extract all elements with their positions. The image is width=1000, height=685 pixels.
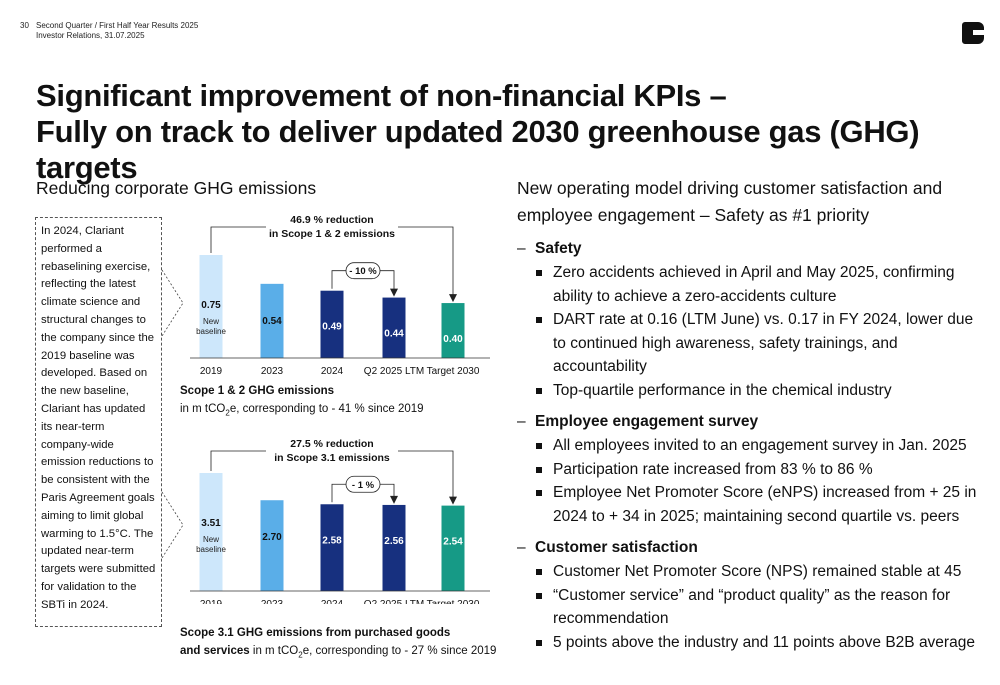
baseline-note-line1: New: [203, 317, 219, 326]
list-item: All employees invited to an engagement s…: [517, 434, 987, 458]
callout-pointer-lower: [161, 491, 184, 559]
page-title: Significant improvement of non-financial…: [36, 78, 1000, 186]
section-employee-engagement: – Employee engagement survey All employee…: [517, 410, 987, 528]
x-tick-label: 2019: [200, 366, 223, 377]
section-customer-satisfaction: – Customer satisfaction Customer Net Prom…: [517, 536, 987, 654]
list-item: Zero accidents achieved in April and May…: [517, 261, 987, 308]
section-heading: Employee engagement survey: [535, 413, 759, 430]
rebaselining-callout: In 2024, Clariant performed a rebaselini…: [35, 217, 162, 627]
chart-2-caption: Scope 3.1 GHG emissions from purchased g…: [180, 627, 497, 660]
x-tick-label: Q2 2025 LTM: [364, 366, 424, 377]
chart-scope-3-1: 27.5 % reduction in Scope 3.1 emissions - …: [190, 438, 490, 604]
bar-2023: [260, 283, 284, 358]
section-heading: Safety: [535, 240, 582, 257]
header-line-1: Second Quarter / First Half Year Results…: [36, 21, 199, 30]
bar-2019: [199, 255, 223, 358]
chart-1-caption-bold: Scope 1 & 2 GHG emissions: [180, 385, 335, 397]
reduction-arrowhead: [449, 496, 457, 505]
x-tick-label: Target 2030: [427, 599, 480, 604]
list-item: Employee Net Promoter Score (eNPS) incre…: [517, 481, 987, 528]
list-item: 5 points above the industry and 11 point…: [517, 631, 987, 655]
page-number: 30: [20, 21, 29, 30]
kpi-sections: – Safety Zero accidents achieved in April…: [517, 237, 987, 662]
bar-value-label: 2.54: [443, 537, 463, 548]
title-line-1: Significant improvement of non-financial…: [36, 78, 727, 113]
company-logo-icon: [962, 22, 984, 44]
bar-target-2030: [441, 303, 465, 358]
x-tick-label: 2023: [261, 366, 284, 377]
list-item: “Customer service” and “product quality”…: [517, 584, 987, 631]
reduction-bracket-left: [210, 450, 266, 471]
x-tick-label: 2023: [261, 599, 284, 604]
reduction-label-line2: in Scope 1 & 2 emissions: [269, 228, 395, 240]
left-subhead: Reducing corporate GHG emissions: [36, 178, 317, 198]
x-tick-label: 2019: [200, 599, 223, 604]
bar-value-label: 2.56: [384, 536, 404, 547]
bar-q2-2025-ltm: [382, 504, 406, 591]
bar-value-label: 0.44: [384, 329, 404, 340]
bar-2023: [260, 500, 284, 591]
chart-scope-1-2: 46.9 % reduction in Scope 1 & 2 emissions…: [190, 214, 490, 377]
list-item: DART rate at 0.16 (LTM June) vs. 0.17 in…: [517, 308, 987, 379]
bar-2024: [320, 290, 344, 358]
step-arrowhead: [390, 288, 398, 297]
step-label-pill: [345, 475, 381, 493]
step-label: - 1 %: [352, 480, 375, 491]
reduction-bracket-left: [210, 226, 266, 253]
x-tick-label: 2024: [321, 366, 344, 377]
header-line-2: Investor Relations, 31.07.2025: [36, 31, 145, 40]
bar-q2-2025-ltm: [382, 297, 406, 358]
reduction-bracket-right: [398, 226, 454, 296]
list-item: Customer Net Promoter Score (NPS) remain…: [517, 560, 987, 584]
baseline-note-line2: baseline: [196, 545, 226, 554]
bar-target-2030: [441, 505, 465, 591]
x-tick-label: Target 2030: [427, 366, 480, 377]
bar-value-label: 0.49: [322, 322, 342, 333]
bar-2019: [199, 473, 223, 591]
step-arrowhead: [390, 495, 398, 504]
chart-1-caption: Scope 1 & 2 GHG emissions in m tCO2e, co…: [180, 385, 424, 418]
title-line-2: Fully on track to deliver updated 2030 g…: [36, 114, 920, 185]
reduction-label-line1: 27.5 % reduction: [290, 438, 373, 450]
x-tick-label: Q2 2025 LTM: [364, 599, 424, 604]
right-subhead: New operating model driving customer sat…: [517, 178, 943, 225]
section-heading: Customer satisfaction: [535, 539, 698, 556]
section-safety: – Safety Zero accidents achieved in April…: [517, 237, 987, 402]
bar-value-label: 3.51: [201, 518, 221, 529]
reduction-label-line2: in Scope 3.1 emissions: [274, 452, 390, 464]
bar-value-label: 2.70: [262, 532, 282, 543]
reduction-label-line1: 46.9 % reduction: [290, 214, 373, 226]
bar-value-label: 0.75: [201, 300, 221, 311]
bar-value-label: 0.40: [443, 334, 463, 345]
bar-2024: [320, 504, 344, 591]
baseline-note-line1: New: [203, 535, 219, 544]
reduction-bracket-right: [398, 450, 454, 498]
reduction-arrowhead: [449, 294, 457, 303]
step-label-pill: [345, 262, 381, 280]
list-item: Top-quartile performance in the chemical…: [517, 379, 987, 403]
list-item: Participation rate increased from 83 % t…: [517, 458, 987, 482]
bar-value-label: 0.54: [262, 316, 282, 327]
baseline-note-line2: baseline: [196, 327, 226, 336]
x-tick-label: 2024: [321, 599, 344, 604]
step-label: - 10 %: [349, 266, 377, 277]
callout-pointer-upper: [161, 269, 184, 337]
bar-value-label: 2.58: [322, 535, 342, 546]
callout-pointers: [161, 269, 184, 559]
